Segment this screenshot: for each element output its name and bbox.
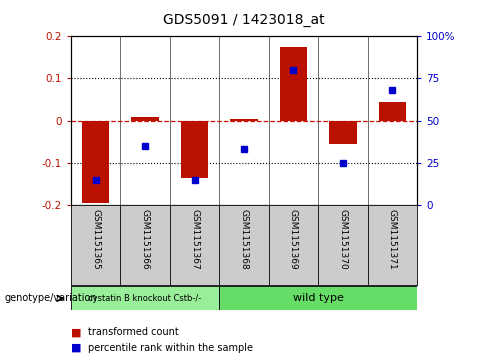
Text: ■: ■: [71, 327, 81, 337]
Text: wild type: wild type: [293, 293, 344, 303]
Bar: [379, 102, 406, 121]
Text: GSM1151370: GSM1151370: [339, 209, 347, 270]
Text: GDS5091 / 1423018_at: GDS5091 / 1423018_at: [163, 13, 325, 27]
Text: GSM1151371: GSM1151371: [388, 209, 397, 270]
Text: GSM1151369: GSM1151369: [289, 209, 298, 270]
Bar: [230, 119, 258, 121]
Text: percentile rank within the sample: percentile rank within the sample: [88, 343, 253, 353]
Text: GSM1151367: GSM1151367: [190, 209, 199, 270]
Text: genotype/variation: genotype/variation: [5, 293, 98, 303]
Bar: [181, 121, 208, 178]
Text: GSM1151365: GSM1151365: [91, 209, 100, 270]
Text: ■: ■: [71, 343, 81, 353]
Bar: [131, 117, 159, 121]
Bar: [280, 47, 307, 121]
Text: cystatin B knockout Cstb-/-: cystatin B knockout Cstb-/-: [88, 294, 202, 302]
Text: transformed count: transformed count: [88, 327, 179, 337]
Bar: [329, 121, 357, 144]
Bar: [82, 121, 109, 203]
Bar: [71, 286, 219, 310]
Text: GSM1151366: GSM1151366: [141, 209, 149, 270]
Bar: [219, 286, 417, 310]
Text: GSM1151368: GSM1151368: [240, 209, 248, 270]
